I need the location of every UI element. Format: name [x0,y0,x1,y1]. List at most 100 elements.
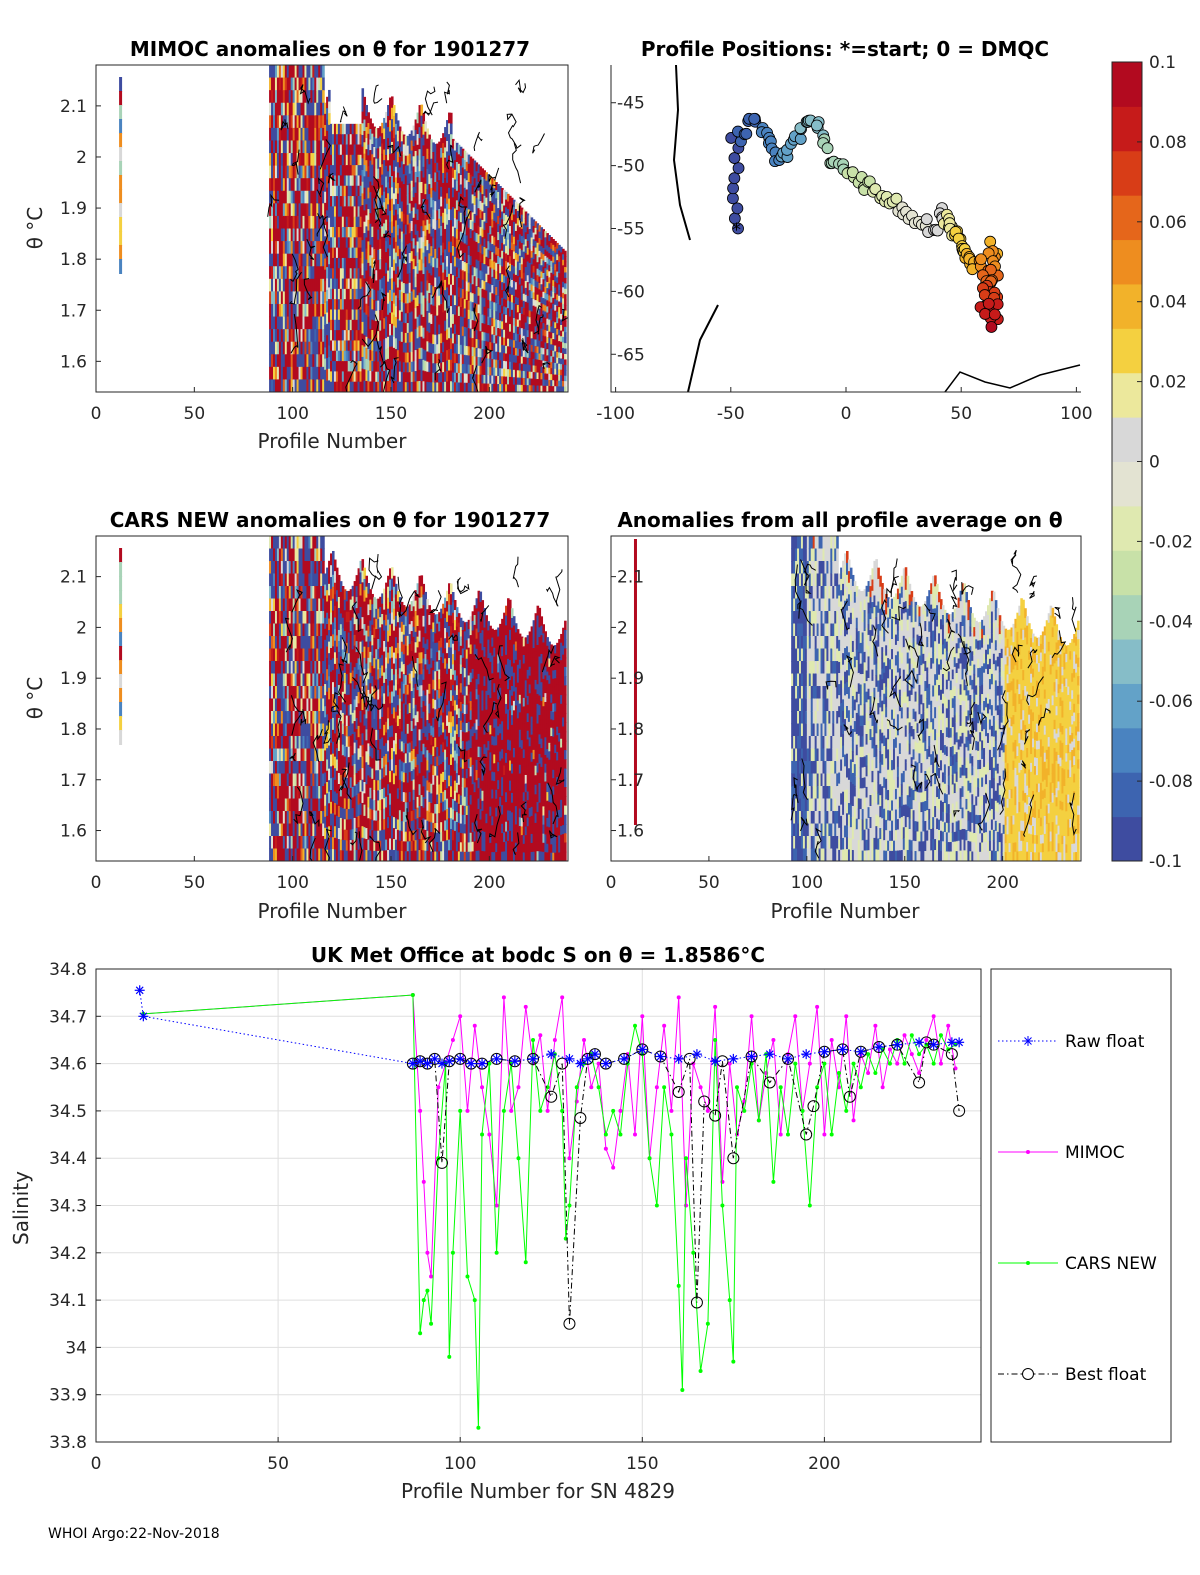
anomaly-cell [442,153,445,164]
anomaly-cell [284,648,288,662]
anomaly-cell [300,623,304,637]
anomaly-cell [491,317,494,327]
colorbar-segment [1112,461,1142,507]
anomaly-cell [286,561,290,575]
anomaly-cell [467,328,471,338]
anomaly-cell [332,185,335,197]
anomaly-cell [349,340,353,352]
profile-cell [119,688,123,703]
anomaly-cell [489,300,492,310]
anomaly-cell [312,561,315,575]
anomaly-cell [298,190,302,204]
anomaly-cell [389,165,392,178]
y-tick-label: 2.1 [60,97,87,117]
anomaly-cell [430,372,433,383]
anomaly-cell [548,313,551,321]
anomaly-cell [298,153,302,167]
anomaly-cell [516,334,520,342]
anomaly-cell [475,321,479,331]
anomaly-cell [489,259,492,269]
anomaly-cell [316,366,319,381]
anomaly-cell [302,253,306,267]
anomaly-cell [288,165,292,179]
anomaly-cell [282,303,286,318]
anomaly-cell [328,89,331,103]
anomaly-cell [548,235,551,242]
colorbar-ticks: 0.10.080.060.040.020-0.02-0.04-0.06-0.08… [1137,53,1193,872]
anomaly-cell [524,371,528,379]
anomaly-cell [471,365,475,375]
anomaly-cell [522,377,526,386]
anomaly-cell [499,384,502,392]
anomaly-cell [359,309,363,321]
anomaly-cell [434,191,437,202]
anomaly-cell [534,234,538,242]
anomaly-cell [310,379,313,392]
anomaly-cell [400,221,404,233]
anomaly-cell [436,267,439,278]
anomaly-cell [300,773,304,787]
anomaly-cell [294,836,298,850]
anomaly-cell [469,210,473,221]
anomaly-cell [320,811,323,825]
profile-cell [119,716,123,731]
anomaly-cell [455,363,459,374]
anomaly-cell [280,90,284,104]
anomaly-cell [302,354,306,368]
anomaly-cell [271,266,274,280]
anomaly-cell [288,548,292,562]
anomaly-cell [273,266,276,280]
anomaly-cell [467,373,471,384]
anomaly-cell [552,368,555,375]
anomaly-cell [446,151,449,163]
anomaly-cell [528,330,532,339]
anomaly-cell [402,144,406,155]
anomaly-cell [375,219,378,231]
anomaly-cell [375,381,378,392]
anomaly-cell [422,231,426,243]
anomaly-cell [400,181,404,193]
anomaly-cell [379,381,382,392]
anomaly-cell [274,215,278,230]
anomaly-cell [396,381,400,392]
anomaly-cell [328,206,331,219]
anomaly-cell [274,77,278,91]
anomaly-cell [510,324,514,333]
anomaly-cell [363,278,367,291]
anomaly-cell [335,257,339,269]
anomaly-cell [418,292,422,305]
anomaly-cell [475,339,479,349]
anomaly-cell [371,123,374,135]
anomaly-cell [548,259,551,266]
anomaly-cell [391,187,394,200]
anomaly-cell [406,293,410,304]
anomaly-cell [306,77,309,91]
anomaly-cell [450,338,453,350]
anomaly-cell [562,292,565,299]
anomaly-cell [278,316,282,330]
anomaly-cell [514,296,518,305]
anomaly-cell [300,115,304,129]
contour-line [373,84,383,104]
anomaly-cell [546,306,549,314]
anomaly-cell [520,214,524,223]
anomaly-cell [302,165,306,179]
anomaly-cell [430,168,433,179]
anomaly-cell [282,115,286,129]
anomaly-cell [538,321,542,329]
anomaly-cell [385,327,388,339]
anomaly-cell [416,144,420,157]
anomaly-cell [469,174,473,185]
anomaly-cell [536,353,540,361]
anomaly-cell [286,253,290,267]
anomaly-cell [318,686,321,700]
anomaly-cell [365,303,368,316]
anomaly-cell [310,329,313,343]
anomaly-cell [312,77,315,91]
anomaly-cell [276,178,280,192]
anomaly-cell [294,354,298,368]
anomaly-cell [528,276,532,284]
anomaly-cell [512,362,516,371]
anomaly-cell [432,296,435,307]
anomaly-cell [373,340,376,352]
